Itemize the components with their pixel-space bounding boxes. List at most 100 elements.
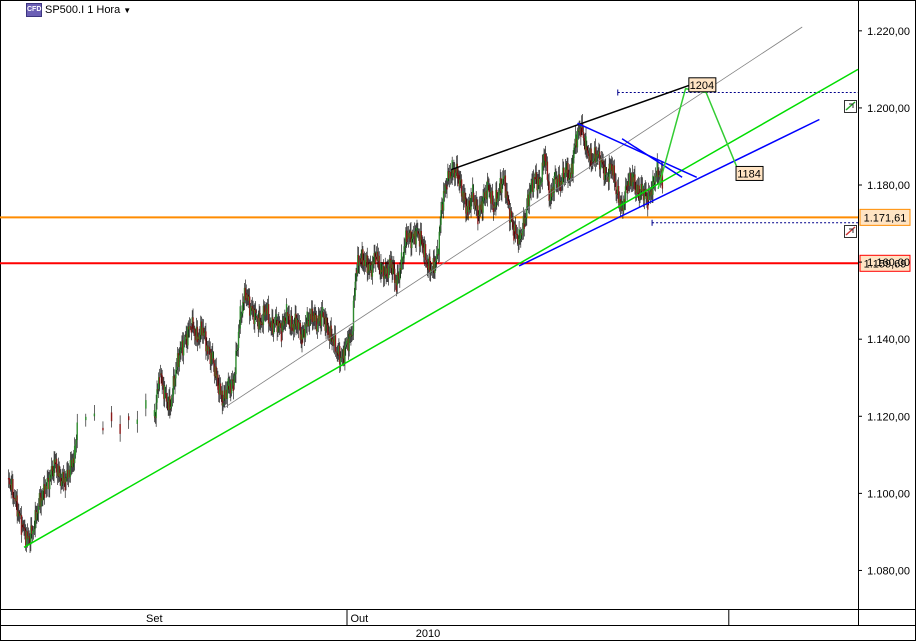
- candle-body[interactable]: [628, 181, 630, 187]
- candle-body[interactable]: [391, 262, 393, 274]
- candle-body[interactable]: [219, 383, 222, 395]
- candle-body[interactable]: [498, 191, 501, 193]
- candle-body[interactable]: [294, 313, 296, 324]
- candle-body[interactable]: [411, 233, 414, 239]
- candle-body[interactable]: [527, 194, 530, 206]
- candle-body[interactable]: [345, 344, 347, 348]
- candle-body[interactable]: [53, 459, 55, 477]
- candle-body[interactable]: [472, 184, 474, 198]
- candle-body[interactable]: [566, 163, 568, 173]
- candle-body[interactable]: [331, 337, 333, 342]
- candle-body[interactable]: [500, 178, 502, 193]
- candle-body[interactable]: [217, 374, 219, 390]
- candle-body[interactable]: [622, 208, 624, 212]
- candle-body[interactable]: [172, 376, 175, 396]
- candle-body[interactable]: [434, 261, 436, 273]
- candle-body[interactable]: [366, 255, 368, 273]
- candle-body[interactable]: [439, 224, 441, 232]
- candle-body[interactable]: [629, 173, 631, 187]
- candle-body[interactable]: [578, 129, 580, 132]
- candle-body[interactable]: [351, 331, 354, 336]
- candle-body[interactable]: [488, 185, 490, 193]
- candle-body[interactable]: [491, 190, 494, 205]
- candle-body[interactable]: [448, 171, 450, 179]
- candle-body[interactable]: [213, 363, 216, 377]
- candle-body[interactable]: [384, 265, 386, 276]
- candle-body[interactable]: [369, 263, 372, 266]
- candle-body[interactable]: [278, 320, 280, 327]
- candle-body[interactable]: [562, 167, 564, 185]
- candle-body[interactable]: [178, 355, 181, 367]
- candle-body[interactable]: [281, 322, 283, 332]
- candle-body[interactable]: [232, 380, 235, 391]
- candle-body[interactable]: [177, 353, 180, 367]
- candle-body[interactable]: [284, 317, 286, 321]
- candle-body[interactable]: [42, 491, 44, 501]
- candle-body[interactable]: [636, 184, 639, 195]
- candle-body[interactable]: [591, 161, 593, 163]
- candle-body[interactable]: [373, 253, 375, 265]
- candle-body[interactable]: [285, 320, 287, 324]
- candle-body[interactable]: [539, 183, 542, 186]
- candle-body[interactable]: [21, 523, 24, 525]
- candle-body[interactable]: [421, 239, 423, 244]
- candle-body[interactable]: [27, 536, 30, 540]
- candle-body[interactable]: [363, 260, 366, 266]
- candle-body[interactable]: [424, 244, 427, 260]
- candle-body[interactable]: [277, 320, 279, 333]
- candle-body[interactable]: [406, 235, 409, 239]
- candle-body[interactable]: [163, 385, 165, 399]
- candle-body[interactable]: [279, 323, 282, 328]
- candle-body[interactable]: [37, 511, 39, 514]
- candle-body[interactable]: [564, 167, 567, 178]
- candle-body[interactable]: [543, 154, 545, 167]
- caret-down-icon[interactable]: ▼: [123, 5, 132, 15]
- candle-body[interactable]: [450, 176, 453, 179]
- candle-body[interactable]: [420, 231, 422, 240]
- candle-body[interactable]: [261, 322, 264, 326]
- candle-body[interactable]: [552, 186, 555, 194]
- candle-body[interactable]: [611, 165, 614, 176]
- candle-body[interactable]: [11, 479, 13, 490]
- candle-body[interactable]: [295, 313, 297, 327]
- candle-body[interactable]: [218, 385, 220, 395]
- candle-body[interactable]: [168, 396, 170, 410]
- candle-body[interactable]: [46, 478, 48, 490]
- candle-body[interactable]: [279, 323, 281, 327]
- candle-body[interactable]: [595, 154, 598, 164]
- candle-body[interactable]: [338, 346, 340, 355]
- candle-body[interactable]: [318, 315, 320, 322]
- candle-body[interactable]: [464, 192, 466, 200]
- candle-body[interactable]: [633, 174, 635, 183]
- candle-body[interactable]: [62, 472, 65, 484]
- candle-body[interactable]: [365, 255, 368, 263]
- candle-body[interactable]: [579, 127, 581, 132]
- candle-body[interactable]: [529, 192, 531, 194]
- candle-body[interactable]: [466, 206, 469, 216]
- candle-body[interactable]: [342, 348, 344, 359]
- candle-body[interactable]: [433, 258, 435, 273]
- candle-body[interactable]: [368, 264, 370, 271]
- candle-body[interactable]: [602, 160, 604, 165]
- candle-body[interactable]: [442, 191, 445, 211]
- candle-body[interactable]: [32, 531, 35, 533]
- candle-body[interactable]: [241, 313, 243, 316]
- candle-body[interactable]: [206, 345, 209, 355]
- candle-body[interactable]: [474, 198, 477, 206]
- candle-body[interactable]: [246, 294, 248, 299]
- candle-body[interactable]: [544, 154, 547, 166]
- candle-body[interactable]: [280, 327, 283, 342]
- candle-body[interactable]: [160, 373, 163, 376]
- candle-body[interactable]: [558, 174, 561, 182]
- candle-body[interactable]: [22, 523, 24, 528]
- candle-body[interactable]: [195, 326, 198, 341]
- candle-body[interactable]: [102, 427, 104, 431]
- candle-body[interactable]: [576, 130, 579, 148]
- candle-body[interactable]: [9, 484, 11, 486]
- candle-body[interactable]: [610, 164, 612, 171]
- candle-body[interactable]: [574, 145, 576, 148]
- candle-body[interactable]: [347, 338, 350, 352]
- candle-body[interactable]: [405, 230, 408, 243]
- candle-body[interactable]: [38, 492, 41, 505]
- candle-body[interactable]: [392, 264, 394, 274]
